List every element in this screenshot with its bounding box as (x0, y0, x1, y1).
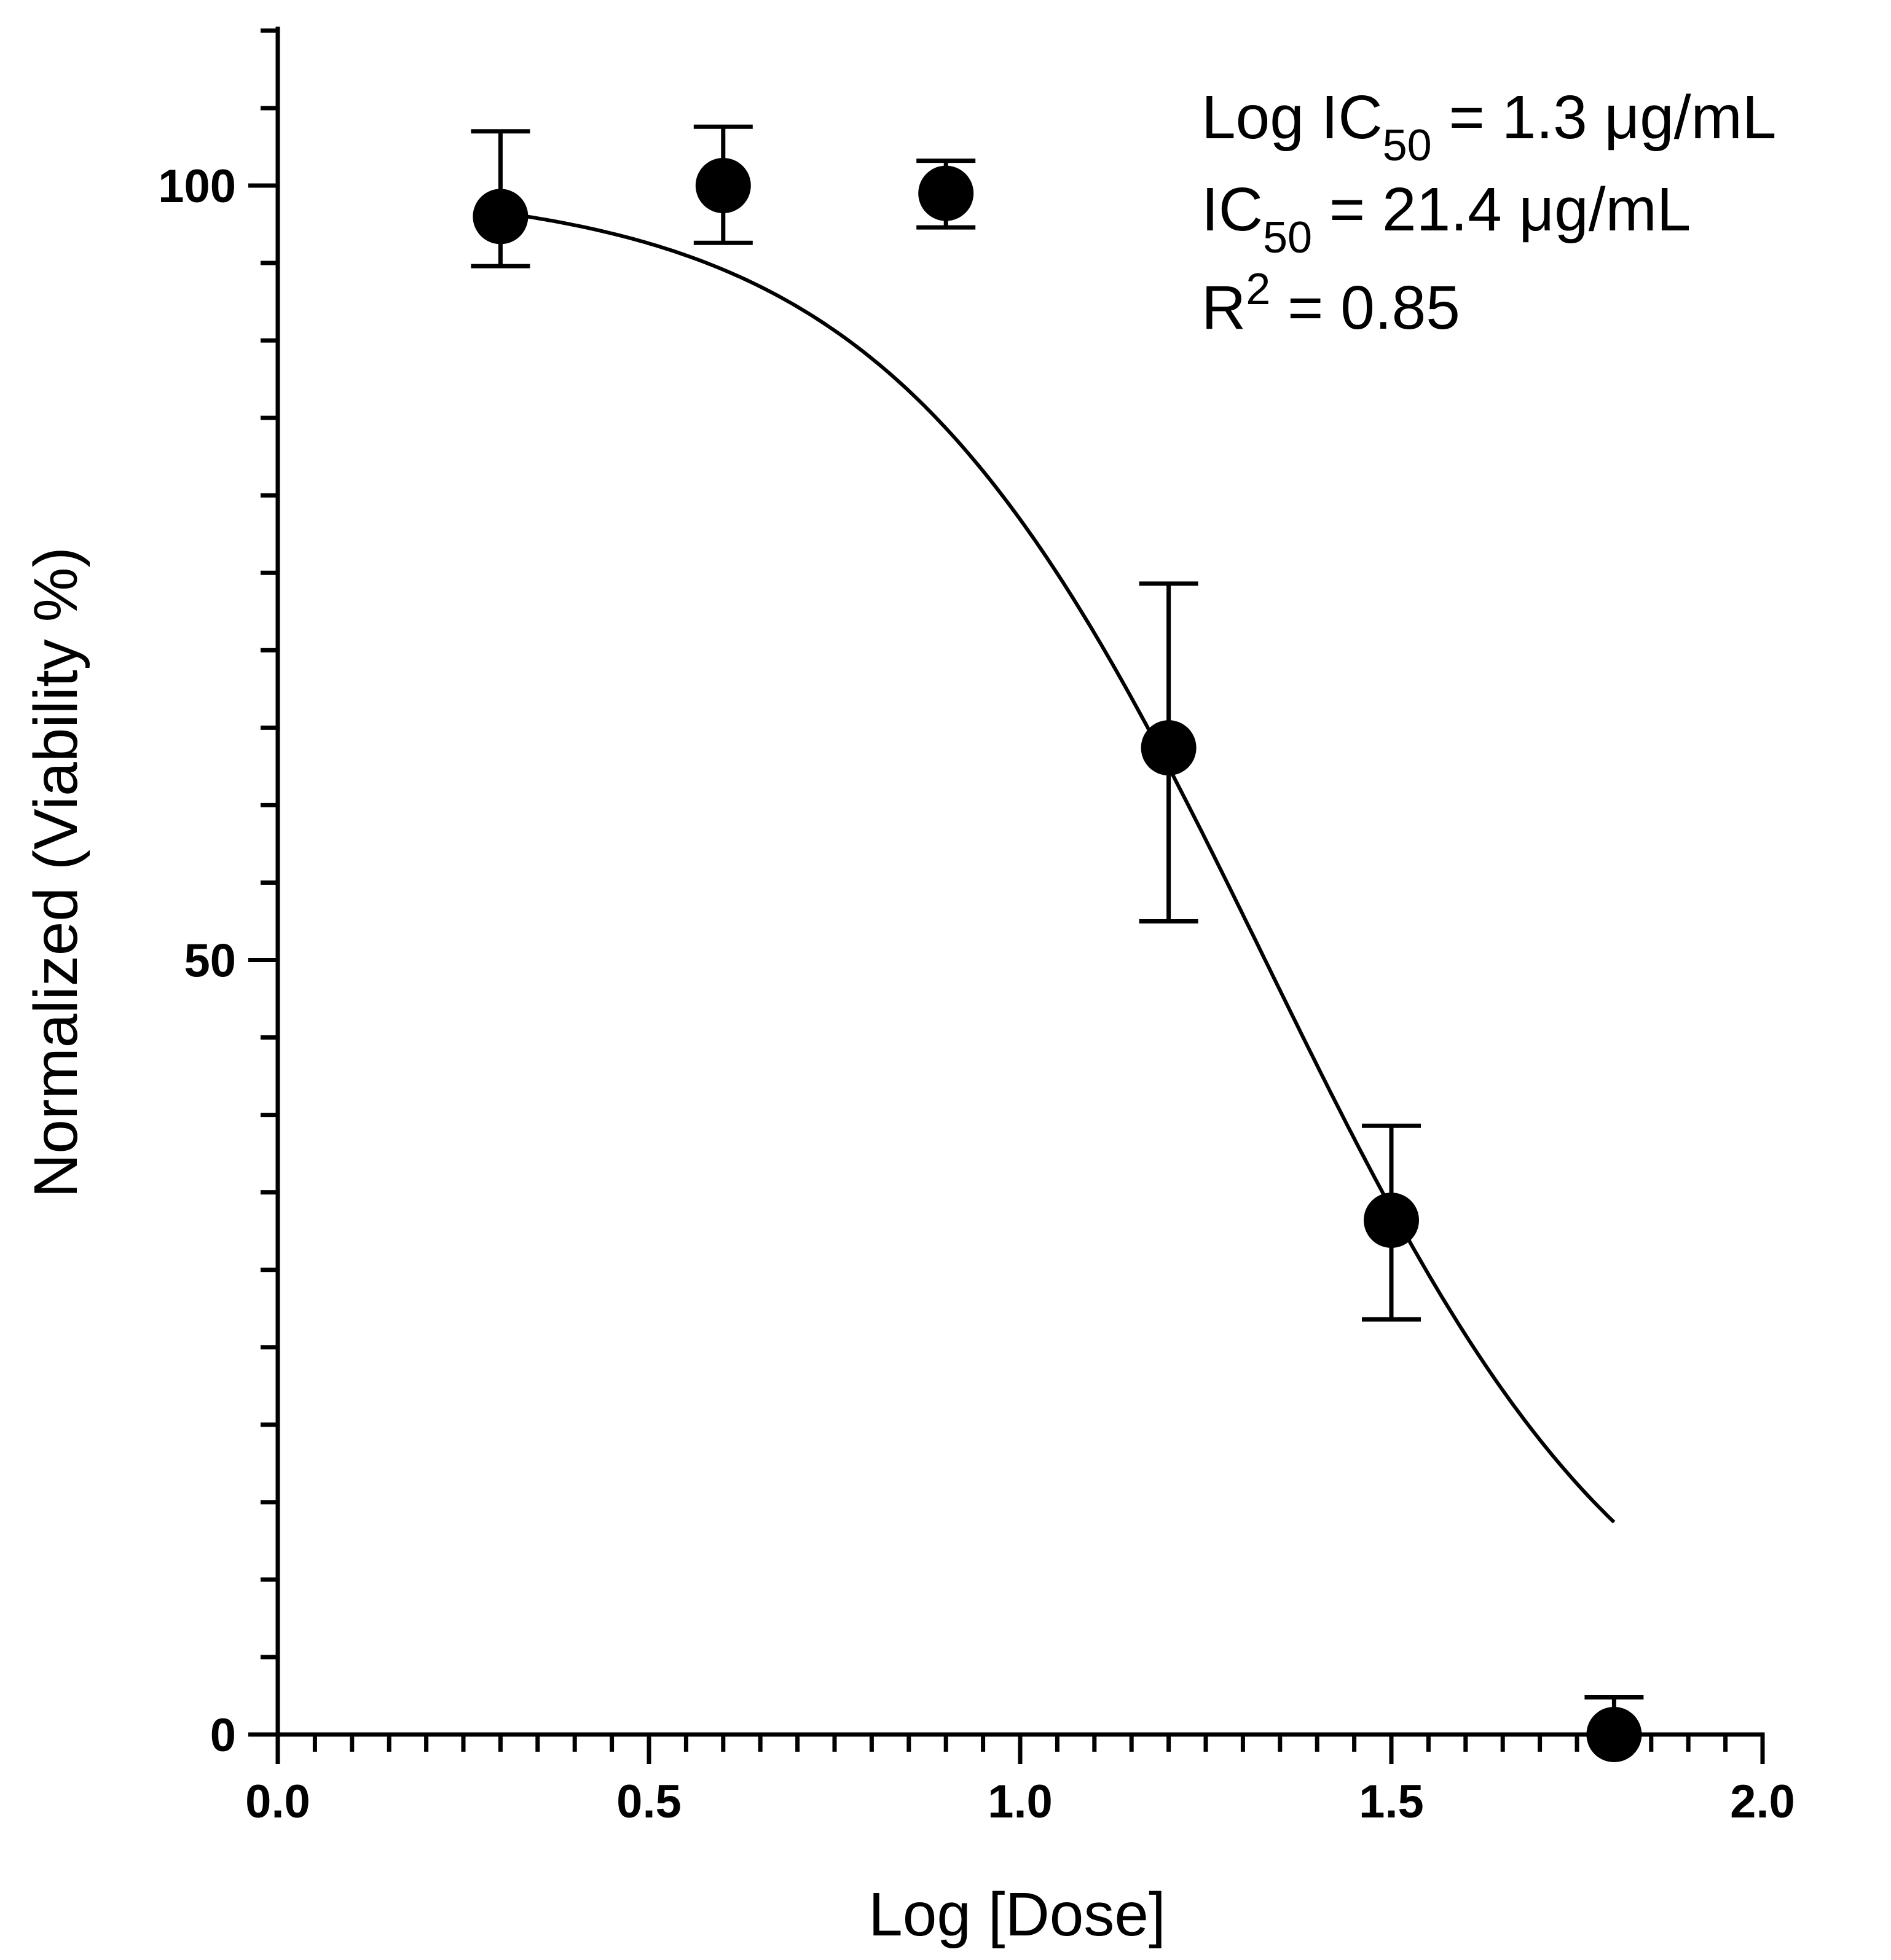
data-point-group (471, 129, 530, 269)
y-tick-label: 100 (158, 160, 236, 213)
x-tick-label: 1.5 (1359, 1776, 1424, 1828)
annotation-r-squared: R2 = 0.85 (1201, 265, 1460, 342)
data-point-group (1584, 1695, 1644, 1762)
data-point-group (1362, 1123, 1421, 1322)
x-tick-label: 2.0 (1730, 1776, 1795, 1828)
x-tick-label: 0.5 (616, 1776, 682, 1828)
x-tick-label: 1.0 (988, 1776, 1053, 1828)
x-tick-label: 0.0 (245, 1776, 310, 1828)
data-point (695, 158, 751, 213)
data-point (473, 189, 529, 245)
data-point-group (1139, 581, 1198, 923)
data-point-group (693, 124, 753, 245)
annotation-ic50: IC50 = 21.4 μg/mL (1201, 175, 1691, 262)
data-points-layer (471, 124, 1644, 1762)
axes: 0.0 0.5 1.0 1.5 2.0 0 50 100 (158, 26, 1795, 1828)
data-point (1141, 720, 1197, 776)
annotation-log-ic50: Log IC50 = 1.3 μg/mL (1201, 83, 1776, 170)
data-point (1586, 1707, 1642, 1762)
data-point (1364, 1193, 1419, 1249)
y-tick-label: 50 (184, 935, 236, 987)
fit-curve-layer (500, 210, 1616, 1524)
fit-curve (500, 210, 1616, 1524)
y-axis-title: Normalized (Viability %) (22, 547, 90, 1198)
data-point (918, 165, 974, 221)
data-point-group (916, 159, 976, 230)
x-axis-title: Log [Dose] (868, 1880, 1166, 1949)
y-tick-label: 0 (210, 1709, 236, 1762)
